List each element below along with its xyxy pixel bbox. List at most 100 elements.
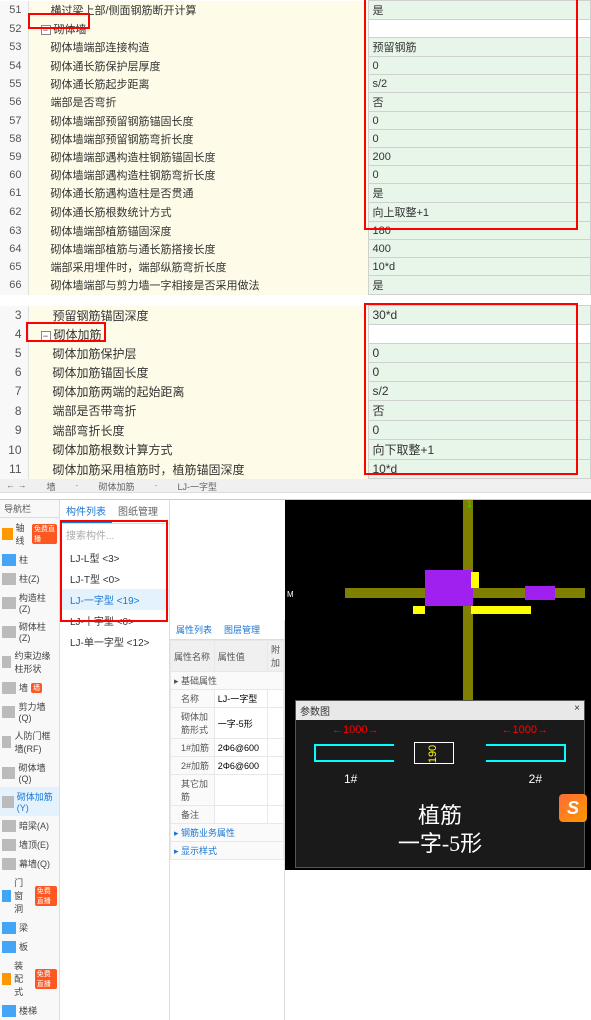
setting-value[interactable]: 否 xyxy=(368,401,591,421)
nav-item[interactable]: 砌体柱(Z) xyxy=(0,617,59,646)
prop-extra xyxy=(267,739,283,757)
setting-value[interactable]: s/2 xyxy=(368,382,591,401)
setting-value[interactable]: 0 xyxy=(368,166,591,184)
component-item[interactable]: LJ-一字型 <19> xyxy=(60,589,169,610)
nav-item[interactable]: 门窗洞免费直播 xyxy=(0,873,59,918)
setting-value[interactable]: 0 xyxy=(368,57,591,75)
search-input[interactable]: 搜索构件... xyxy=(60,524,169,545)
prop-name: 1#加筋 xyxy=(171,739,215,757)
row-number: 62 xyxy=(0,203,28,222)
setting-value[interactable]: 向下取整+1 xyxy=(368,440,591,460)
setting-value[interactable]: 30*d xyxy=(368,306,591,325)
prop-col-header: 属性名称 xyxy=(171,641,215,672)
nav-item[interactable]: 楼梯 xyxy=(0,1001,59,1020)
tab-drawing-manage[interactable]: 图纸管理 xyxy=(112,500,164,523)
setting-value[interactable]: 0 xyxy=(368,344,591,363)
setting-label: 砌体墙端部预留钢筋锚固长度 xyxy=(28,112,368,130)
nav-item[interactable]: 砌体墙(Q) xyxy=(0,758,59,787)
nav-label: 门窗洞 xyxy=(14,876,32,915)
crumb-3: LJ-一字型 xyxy=(178,480,218,491)
nav-sidebar: 导航栏 轴线免费直播柱柱(Z)构造柱(Z)砌体柱(Z)约束边缘柱形状墙墙剪力墙(… xyxy=(0,500,60,1020)
setting-value[interactable]: 0 xyxy=(368,112,591,130)
setting-value[interactable]: 0 xyxy=(368,421,591,440)
setting-value[interactable]: 是 xyxy=(368,276,591,295)
component-item[interactable]: LJ-T型 <0> xyxy=(60,568,169,589)
setting-value[interactable] xyxy=(368,325,591,344)
nav-item[interactable]: 板 xyxy=(0,937,59,956)
prop-value[interactable] xyxy=(214,806,267,824)
tab-layer-manage[interactable]: 图层管理 xyxy=(218,620,266,639)
nav-item[interactable]: 轴线免费直播 xyxy=(0,518,59,550)
component-item[interactable]: LJ-L型 <3> xyxy=(60,547,169,568)
setting-value[interactable]: 10*d xyxy=(368,258,591,276)
row-number: 3 xyxy=(0,306,28,325)
row-number: 60 xyxy=(0,166,28,184)
nav-item[interactable]: 柱 xyxy=(0,550,59,569)
setting-value[interactable]: 是 xyxy=(368,184,591,203)
nav-item[interactable]: 约束边缘柱形状 xyxy=(0,646,59,678)
nav-item[interactable]: 墙墙 xyxy=(0,678,59,697)
setting-value[interactable]: 0 xyxy=(368,363,591,382)
setting-value[interactable]: 10*d xyxy=(368,460,591,479)
prop-extra xyxy=(267,708,283,739)
setting-label: 砌体墙端部连接构造 xyxy=(28,38,368,57)
prop-name: 2#加筋 xyxy=(171,757,215,775)
nav-item[interactable]: 柱(Z) xyxy=(0,569,59,588)
setting-label: 砌体加筋两端的起始距离 xyxy=(28,382,368,401)
prop-value[interactable]: 2Φ6@600 xyxy=(214,739,267,757)
setting-label: 砌体通长筋保护层厚度 xyxy=(28,57,368,75)
nav-item[interactable]: 砌体加筋(Y) xyxy=(0,787,59,816)
nav-label: 柱(Z) xyxy=(19,572,40,585)
component-item[interactable]: LJ-十字型 <0> xyxy=(60,610,169,631)
row-number: 65 xyxy=(0,258,28,276)
prop-value[interactable] xyxy=(214,775,267,806)
setting-value[interactable]: 是 xyxy=(368,1,591,20)
param-window: 参数图 × ←1000→ ←1000→ 190 1# 2# 植筋 一字-5形 xyxy=(295,700,585,868)
nav-item[interactable]: 构造柱(Z) xyxy=(0,588,59,617)
nav-label: 装配式 xyxy=(14,959,32,998)
setting-value[interactable]: 400 xyxy=(368,240,591,258)
prop-value[interactable]: LJ-一字型 xyxy=(214,690,267,708)
nav-item[interactable]: 装配式免费直播 xyxy=(0,956,59,1001)
nav-item[interactable]: 梁 xyxy=(0,918,59,937)
setting-value[interactable] xyxy=(368,20,591,38)
setting-value[interactable]: 180 xyxy=(368,222,591,240)
component-item[interactable]: LJ-单一字型 <12> xyxy=(60,631,169,652)
close-icon[interactable]: × xyxy=(574,703,580,718)
collapse-icon[interactable]: − xyxy=(41,331,51,341)
prop-value[interactable]: 一字-5形 xyxy=(214,708,267,739)
nav-item[interactable]: 幕墙(Q) xyxy=(0,854,59,873)
cad-viewport[interactable]: 1 M 参数图 × ←1000→ ←1000→ 190 1# 2# 植筋 一字-… xyxy=(285,500,591,870)
setting-value[interactable]: s/2 xyxy=(368,75,591,93)
row-number: 59 xyxy=(0,148,28,166)
prop-col-header: 附加 xyxy=(267,641,283,672)
prop-extra xyxy=(267,775,283,806)
collapse-icon[interactable]: − xyxy=(41,25,51,35)
setting-value[interactable]: 向上取整+1 xyxy=(368,203,591,222)
prop-name: ▸ 钢筋业务属性 xyxy=(171,824,284,842)
label-1: 1# xyxy=(344,772,357,786)
setting-label: −砌体加筋 xyxy=(28,325,368,344)
nav-label: 约束边缘柱形状 xyxy=(14,649,57,675)
property-table: 属性名称属性值附加▸ 基础属性名称LJ-一字型砌体加筋形式一字-5形1#加筋2Φ… xyxy=(170,640,284,860)
setting-label: 端部弯折长度 xyxy=(28,421,368,440)
crumb-1: 墙 xyxy=(47,480,56,491)
setting-value[interactable]: 0 xyxy=(368,130,591,148)
nav-item[interactable]: 墙顶(E) xyxy=(0,835,59,854)
tab-component-list[interactable]: 构件列表 xyxy=(60,500,112,523)
nav-item[interactable]: 人防门框墙(RF) xyxy=(0,726,59,758)
prop-value[interactable]: 2Φ6@600 xyxy=(214,757,267,775)
row-number: 4 xyxy=(0,325,28,344)
nav-badge: 墙 xyxy=(31,683,42,693)
row-number: 63 xyxy=(0,222,28,240)
setting-value[interactable]: 否 xyxy=(368,93,591,112)
setting-label: 端部是否带弯折 xyxy=(28,401,368,421)
setting-value[interactable]: 200 xyxy=(368,148,591,166)
nav-item[interactable]: 剪力墙(Q) xyxy=(0,697,59,726)
nav-icon xyxy=(2,839,16,851)
setting-label: 砌体通长筋起步距离 xyxy=(28,75,368,93)
tab-property-list[interactable]: 属性列表 xyxy=(170,620,218,639)
row-number: 54 xyxy=(0,57,28,75)
dim-1000-right: 1000 xyxy=(513,724,537,736)
setting-value[interactable]: 预留钢筋 xyxy=(368,38,591,57)
